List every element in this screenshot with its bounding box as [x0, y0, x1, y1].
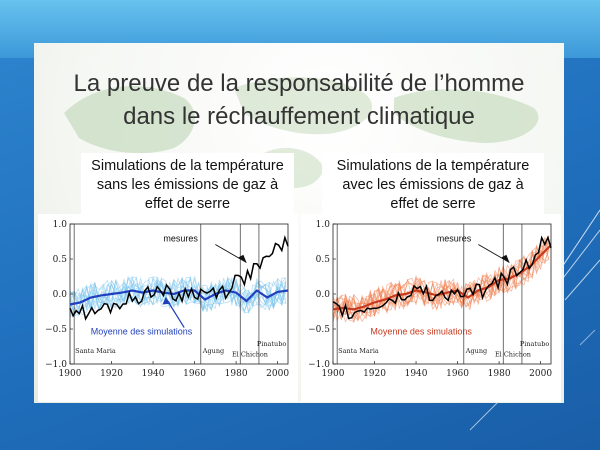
simulation-run-line	[332, 237, 550, 321]
simulation-run-line	[332, 235, 550, 323]
observations-annotation: mesures	[437, 234, 472, 244]
caption-left-line-3: effet de serre	[144, 196, 231, 212]
y-tick-label: 0.0	[53, 290, 68, 300]
simulation-run-line	[69, 276, 287, 313]
volcanic-event-label: Pinatubo	[257, 340, 286, 348]
simulation-run-line	[332, 240, 550, 324]
x-tick-label: 1940	[405, 369, 428, 379]
volcanic-event-label: Santa Maria	[75, 347, 116, 355]
observations-arrow	[478, 244, 510, 263]
x-tick-label: 1920	[363, 369, 386, 379]
slide: La preuve de la responsabilité de l’homm…	[34, 43, 564, 403]
x-tick-label: 1900	[59, 369, 82, 379]
caption-right-line-1: Simulations de la température	[336, 158, 530, 174]
x-tick-label: 1940	[142, 369, 165, 379]
volcanic-event-label: Pinatubo	[520, 340, 549, 348]
simulation-run-line	[69, 277, 287, 319]
observations-line	[69, 234, 289, 321]
deco-line-3	[564, 259, 600, 301]
x-tick-label: 1900	[322, 369, 345, 379]
volcanic-event-label: Agung	[465, 347, 487, 355]
slide-title: La preuve de la responsabilité de l’homm…	[34, 67, 564, 133]
title-line-2: dans le réchauffement climatique	[123, 103, 475, 130]
mean-annotation: Moyenne des simulations	[91, 327, 193, 337]
y-tick-label: 1.0	[53, 220, 68, 230]
x-tick-label: 2000	[529, 369, 552, 379]
observations-arrow	[215, 244, 247, 263]
volcanic-event-label: Santa Maria	[338, 347, 379, 355]
x-tick-label: 1980	[488, 369, 511, 379]
chart-panel-natural: 1.0 0.5 0.0 −0.5 −1.0 1900 1920 1940 1960 1980 200…	[38, 214, 298, 402]
y-tick-label: 0.5	[316, 255, 331, 265]
x-tick-label: 2000	[266, 369, 289, 379]
observations-line	[332, 235, 552, 320]
caption-left-line-2: sans les émissions de gaz à	[96, 177, 279, 193]
x-tick-label: 1960	[183, 369, 206, 379]
y-tick-label: −0.5	[45, 325, 67, 335]
volcanic-event-label: Agung	[202, 347, 224, 355]
simulation-mean-line	[332, 244, 552, 311]
y-tick-label: 0.5	[53, 255, 68, 265]
volcanic-event-label: El Chichon	[495, 350, 531, 358]
title-line-1: La preuve de la responsabilité de l’homm…	[73, 70, 525, 97]
caption-left-line-1: Simulations de la température	[91, 158, 284, 174]
observations-annotation: mesures	[163, 234, 198, 244]
chart-panel-anthropogenic: 1.0 0.5 0.0 −0.5 −1.0 1900 1920 1940 1960 1980 200…	[301, 214, 561, 402]
observations-arrowhead	[238, 254, 247, 263]
observations-arrowhead	[501, 254, 510, 263]
mean-annotation: Moyenne des simulations	[370, 327, 472, 337]
y-tick-label: 0.0	[316, 290, 331, 300]
volcanic-event-label: El Chichon	[232, 350, 268, 358]
mean-arrowhead	[162, 297, 171, 305]
x-tick-label: 1980	[225, 369, 248, 379]
x-tick-label: 1960	[446, 369, 469, 379]
simulation-run-line	[332, 246, 550, 320]
simulation-run-line	[69, 275, 287, 314]
y-tick-label: −1.0	[45, 360, 67, 370]
deco-line-5	[579, 329, 596, 346]
caption-right-line-3: effet de serre	[390, 196, 476, 212]
caption-without-ghg: Simulations de la température sans les é…	[81, 153, 294, 215]
caption-with-ghg: Simulations de la température avec les é…	[322, 153, 544, 215]
caption-right-line-2: avec les émissions de gaz à	[342, 177, 524, 193]
y-tick-label: 1.0	[316, 220, 331, 230]
y-tick-label: −0.5	[308, 325, 330, 335]
y-tick-label: −1.0	[308, 360, 330, 370]
x-tick-label: 1920	[100, 369, 123, 379]
